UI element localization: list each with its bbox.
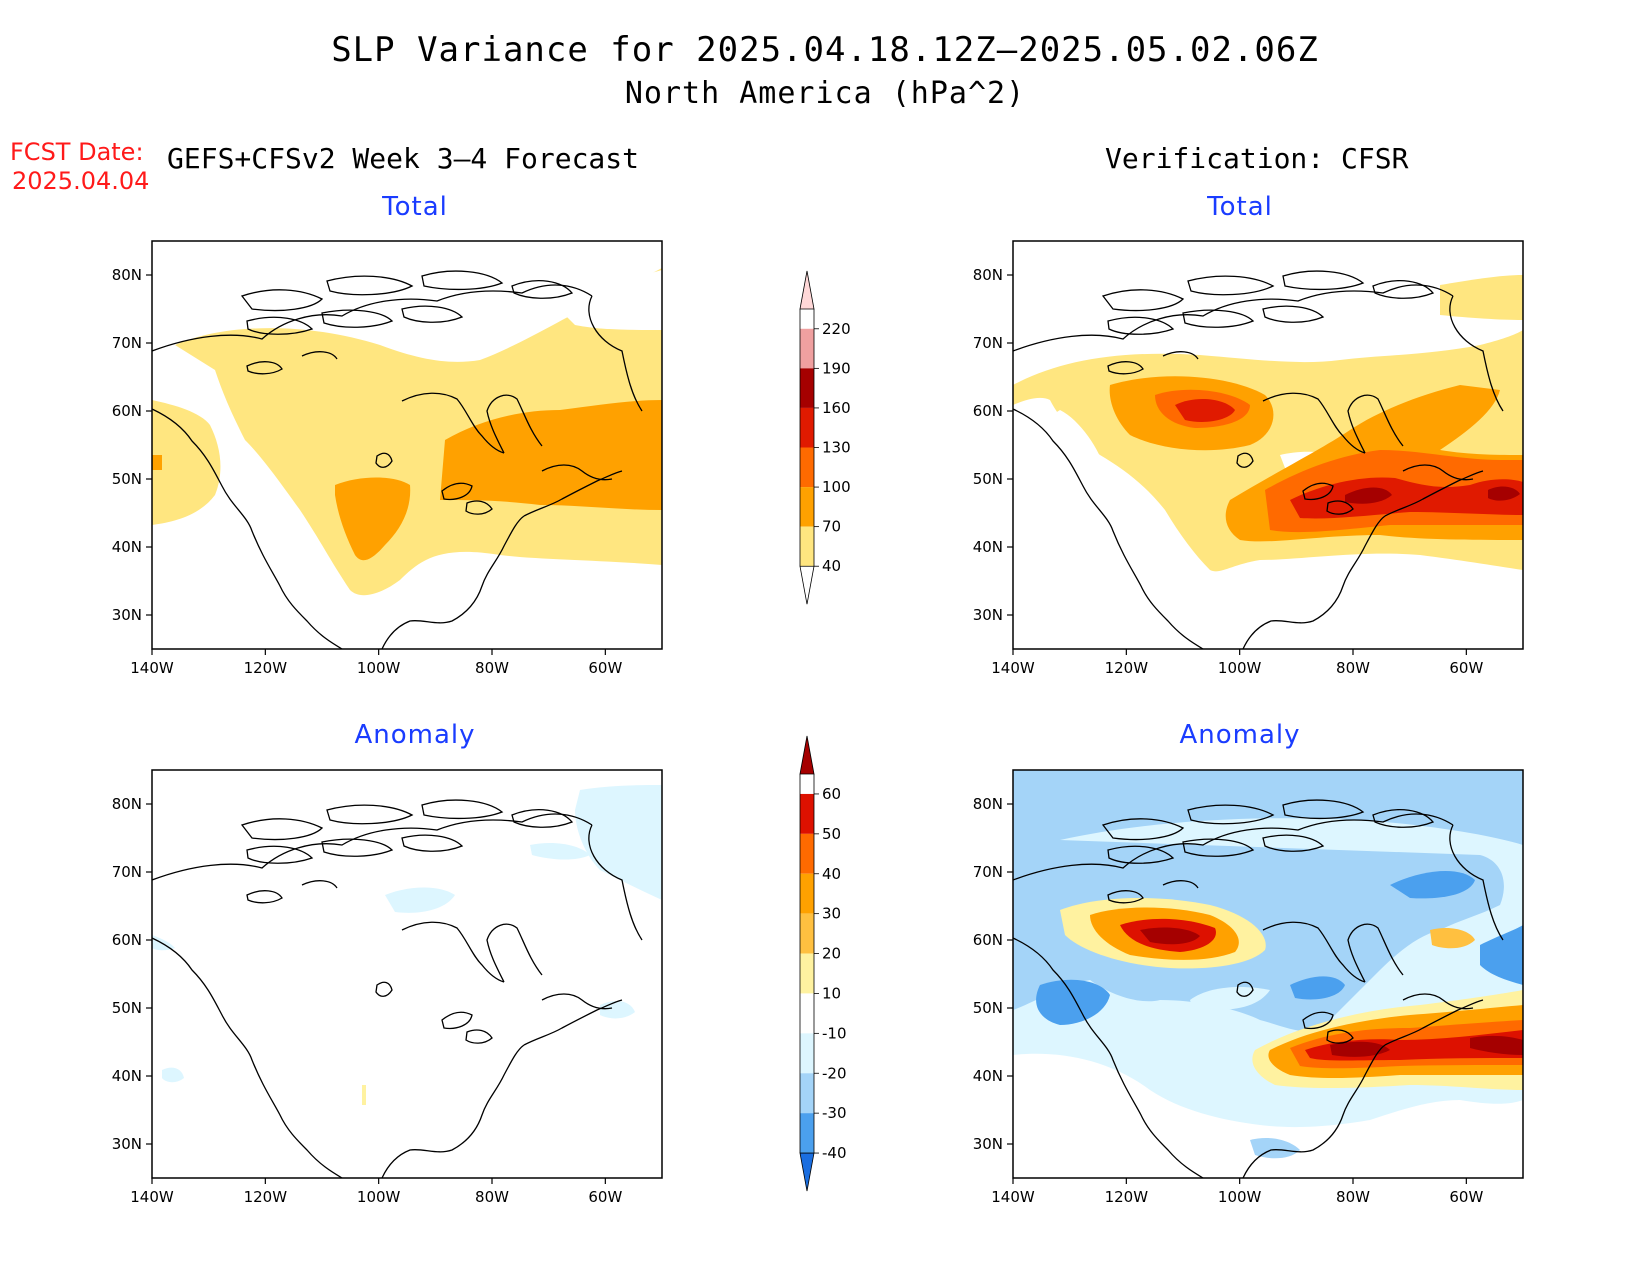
anomaly-colorbar-top-tip (799, 735, 815, 775)
verification-total-lon-label: 120W (1105, 659, 1149, 677)
anomaly-colorbar-label: 20 (822, 945, 841, 963)
verification-anomaly-map (1012, 769, 1524, 1179)
forecast-anomaly-lon-label: 100W (357, 1188, 401, 1206)
verification-total-lat-label: 80N (973, 266, 1003, 284)
total-colorbar-label: 100 (822, 478, 851, 496)
verification-anomaly-lat-label: 70N (973, 863, 1003, 881)
colorbar-total: 40 70 100 130 160 190 220 (799, 270, 851, 605)
verification-anomaly-lat-label: 80N (973, 795, 1003, 813)
total-colorbar-swatch (800, 447, 814, 488)
verification-total-map (1012, 240, 1524, 650)
verification-total-lat-label: 40N (973, 538, 1003, 556)
forecast-total-title: Total (382, 192, 448, 222)
forecast-anomaly-title: Anomaly (354, 720, 476, 750)
forecast-anomaly-lat-label: 60N (112, 931, 142, 949)
verification-anomaly-lat-label: 60N (973, 931, 1003, 949)
anomaly-colorbar-label: -20 (822, 1064, 847, 1082)
verification-anomaly-lon-label: 80W (1336, 1188, 1370, 1206)
forecast-total-lat-label: 60N (112, 402, 142, 420)
forecast-total-lat-label: 30N (112, 606, 142, 624)
anomaly-colorbar-label: 50 (822, 825, 841, 843)
verification-total-lat-label: 70N (973, 334, 1003, 352)
verification-anomaly-lat-label: 50N (973, 999, 1003, 1017)
total-colorbar-swatch (800, 368, 814, 408)
total-colorbar-label: 160 (822, 399, 851, 417)
forecast-anomaly-lon-label: 120W (244, 1188, 288, 1206)
verification-anomaly-lon-label: 120W (1105, 1188, 1149, 1206)
verification-total-lon-label: 80W (1336, 659, 1370, 677)
forecast-total-lat-label: 40N (112, 538, 142, 556)
total-colorbar-swatch (800, 526, 814, 567)
anomaly-colorbar-swatch (800, 993, 814, 1034)
colorbar-anomaly: 60 50 40 30 20 10 -10 -20 -30 -40 (799, 735, 847, 1192)
total-colorbar-swatch (800, 407, 814, 448)
forecast-anomaly-lat-label: 40N (112, 1067, 142, 1085)
anomaly-colorbar-swatch (800, 1033, 814, 1074)
forecast-total-lon-label: 100W (357, 659, 401, 677)
anomaly-colorbar-label: -30 (822, 1104, 847, 1122)
forecast-heading: GEFS+CFSv2 Week 3–4 Forecast (167, 142, 640, 175)
forecast-anomaly-lon-label: 60W (588, 1188, 622, 1206)
verification-total-lat-label: 30N (973, 606, 1003, 624)
anomaly-colorbar-swatch (800, 793, 814, 834)
anomaly-colorbar-label: 10 (822, 984, 841, 1002)
axes-layer: 80N 70N 60N 50N 40N 30N 140W 120W 100W 80W 60W 80N 7… (112, 266, 1484, 1206)
verification-total-title: Total (1207, 192, 1273, 222)
verification-anomaly-lat-label: 40N (973, 1067, 1003, 1085)
main-subtitle: North America (hPa^2) (624, 76, 1026, 111)
total-colorbar-swatch (800, 328, 814, 369)
verification-total-lon-label: 100W (1218, 659, 1262, 677)
forecast-anomaly-lon-label: 80W (475, 1188, 509, 1206)
anomaly-colorbar-swatch (800, 1113, 814, 1154)
verification-heading: Verification: CFSR (1105, 142, 1409, 175)
forecast-anomaly-map (151, 769, 663, 1179)
total-colorbar-label: 220 (822, 320, 851, 338)
forecast-total-lon-label: 140W (130, 659, 174, 677)
anomaly-colorbar-label: 60 (822, 785, 841, 803)
total-colorbar-top-tip (799, 270, 815, 310)
total-colorbar-label: 70 (822, 518, 841, 536)
verification-anomaly-title: Anomaly (1179, 720, 1301, 750)
fcst-date-value: 2025.04.04 (12, 167, 150, 195)
total-colorbar-bottom-tip (799, 565, 815, 605)
verification-total-lat-label: 50N (973, 470, 1003, 488)
forecast-anomaly-lat-label: 30N (112, 1135, 142, 1153)
forecast-anomaly-lon-label: 140W (130, 1188, 174, 1206)
anomaly-colorbar-label: 30 (822, 905, 841, 923)
anomaly-colorbar-swatch (800, 873, 814, 914)
forecast-anomaly-lat-label: 70N (112, 863, 142, 881)
verification-total-lat-label: 60N (973, 402, 1003, 420)
verification-anomaly-lat-label: 30N (973, 1135, 1003, 1153)
anomaly-colorbar-swatch (800, 833, 814, 874)
anomaly-colorbar-swatch (800, 913, 814, 954)
verification-total-lon-label: 140W (991, 659, 1035, 677)
main-title: SLP Variance for 2025.04.18.12Z–2025.05.… (331, 30, 1319, 70)
total-colorbar-swatch (800, 487, 814, 527)
forecast-total-lat-label: 70N (112, 334, 142, 352)
anomaly-colorbar-label: -10 (822, 1024, 847, 1042)
total-colorbar-label: 130 (822, 439, 851, 457)
anomaly-colorbar-swatch (800, 1073, 814, 1114)
forecast-total-lon-label: 80W (475, 659, 509, 677)
forecast-anomaly-lat-label: 80N (112, 795, 142, 813)
anomaly-colorbar-label: -40 (822, 1144, 847, 1162)
verification-anomaly-lon-label: 140W (991, 1188, 1035, 1206)
verification-anomaly-lon-label: 100W (1218, 1188, 1262, 1206)
anomaly-colorbar-label: 40 (822, 865, 841, 883)
forecast-total-lon-label: 120W (244, 659, 288, 677)
forecast-total-lat-label: 80N (112, 266, 142, 284)
fcst-date-label: FCST Date: (10, 138, 144, 166)
forecast-total-lon-label: 60W (588, 659, 622, 677)
anomaly-colorbar-bottom-tip (799, 1152, 815, 1192)
forecast-total-lat-label: 50N (112, 470, 142, 488)
forecast-total-map (151, 240, 663, 650)
anomaly-colorbar-swatch (800, 953, 814, 994)
total-colorbar-label: 40 (822, 557, 841, 575)
verification-anomaly-lon-label: 60W (1449, 1188, 1483, 1206)
verification-total-lon-label: 60W (1449, 659, 1483, 677)
forecast-anomaly-lat-label: 50N (112, 999, 142, 1017)
total-colorbar-label: 190 (822, 359, 851, 377)
